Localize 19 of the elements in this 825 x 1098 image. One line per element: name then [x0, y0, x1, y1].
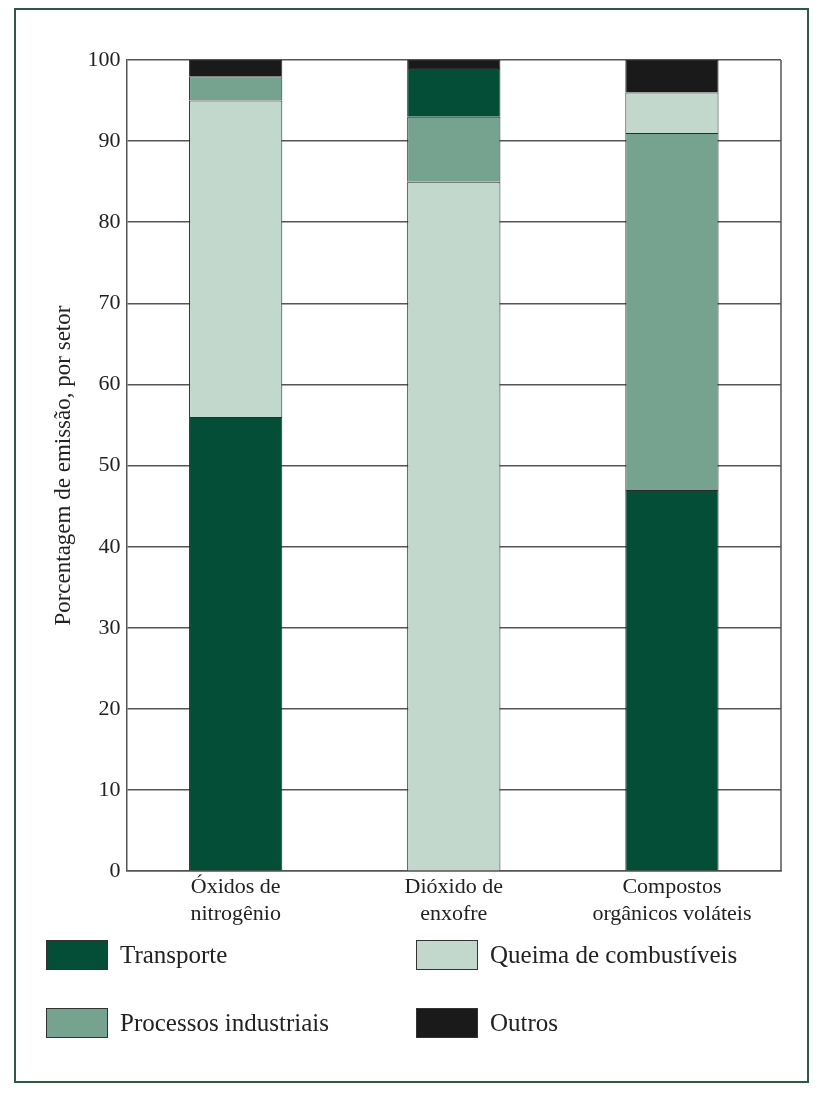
y-tick-label: 20 [98, 694, 121, 720]
legend-label: Queima de combustíveis [490, 941, 738, 969]
y-tick-label: 80 [98, 208, 121, 234]
y-tick-label: 70 [98, 289, 121, 315]
y-tick-label: 60 [98, 370, 121, 396]
y-tick-label: 30 [98, 613, 121, 639]
legend-label: Transporte [120, 941, 228, 969]
x-tick-label: Óxidos de nitrogênio [190, 873, 281, 925]
legend-label: Outros [490, 1009, 559, 1037]
y-tick-label: 10 [98, 775, 121, 801]
x-tick-label: Dióxido de enxofre [404, 873, 503, 925]
y-tick-label: 0 [109, 856, 121, 882]
y-tick-label: 90 [98, 126, 121, 152]
y-tick-label: 40 [98, 532, 121, 558]
y-axis-title: Porcentagem de emissão, por setor [49, 305, 75, 626]
y-tick-label: 100 [87, 45, 121, 71]
legend-label: Processos industriais [120, 1009, 330, 1037]
y-tick-label: 50 [98, 451, 121, 477]
x-tick-label: Compostos orgânicos voláteis [592, 873, 752, 925]
